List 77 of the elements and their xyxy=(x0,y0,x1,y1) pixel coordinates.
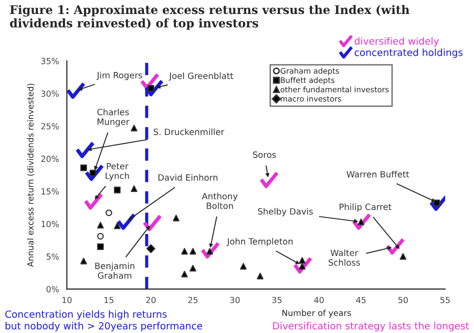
point xyxy=(84,164,104,181)
point xyxy=(190,264,196,272)
annotation: John Templeton xyxy=(226,238,293,246)
annotation: Anthony Bolton xyxy=(202,192,238,210)
annotation: Philip Carret xyxy=(340,203,392,212)
x-tick-label: 20 xyxy=(146,296,156,304)
annotation: Charles Munger xyxy=(97,108,130,127)
point xyxy=(80,258,87,264)
x-tick-label: 50 xyxy=(398,296,408,304)
annotation: Benjamin Graham xyxy=(95,262,134,279)
point xyxy=(298,262,306,270)
point xyxy=(206,248,214,255)
y-tick-label: 0% xyxy=(46,286,59,292)
point xyxy=(181,270,188,278)
annotation: Walter Schloss xyxy=(328,249,360,266)
point xyxy=(181,248,188,255)
point xyxy=(114,222,121,230)
point xyxy=(90,170,96,176)
point xyxy=(352,212,372,230)
legend-label: concentrated holdings xyxy=(354,48,463,58)
point xyxy=(146,244,156,254)
y-tick-label: 20% xyxy=(41,156,59,162)
x-axis-title: Number of years xyxy=(282,310,351,318)
y-tick-label: 30% xyxy=(41,90,59,97)
point xyxy=(400,253,406,260)
point xyxy=(172,214,180,222)
x-tick-label: 55 xyxy=(440,296,450,304)
annotation: Soros xyxy=(253,151,276,158)
x-tick-label: 45 xyxy=(356,296,366,304)
x-tick-label: 35 xyxy=(272,296,282,304)
point xyxy=(386,238,405,255)
point xyxy=(144,79,164,96)
point xyxy=(106,209,112,216)
y-axis-title: Annual excess return (dividends reinvested) xyxy=(27,84,34,267)
point xyxy=(130,124,138,132)
point xyxy=(148,84,154,92)
text: Concentration yields high returns but nobody with > 20years performance xyxy=(5,310,202,332)
point xyxy=(130,185,138,192)
y-tick-label: 10% xyxy=(42,220,59,228)
point xyxy=(66,82,86,99)
point xyxy=(298,257,306,264)
x-tick-label: 15 xyxy=(104,296,114,304)
point xyxy=(256,272,264,280)
text: Diversification strategy lasts the longest xyxy=(273,322,470,332)
point xyxy=(293,256,312,274)
point xyxy=(190,248,196,255)
annotation: Joel Greenblatt xyxy=(168,72,234,81)
x-tick-label: 10 xyxy=(62,296,72,304)
point xyxy=(358,218,364,226)
point xyxy=(84,192,104,210)
y-tick-label: 35% xyxy=(41,58,59,64)
point xyxy=(259,171,279,188)
annotation: S. Druckenmiller xyxy=(154,128,224,136)
annotation: Warren Buffett xyxy=(346,170,410,178)
point xyxy=(200,241,220,258)
x-tick-label: 25 xyxy=(188,296,198,304)
chart-title: Figure 1: Approximate excess returns versus the Index (with dividends reinvested) of top investors xyxy=(10,4,410,30)
annotation: Jim Rogers xyxy=(96,72,142,80)
annotation: Peter Lynch xyxy=(106,163,129,181)
x-tick-label: 40 xyxy=(314,296,324,304)
point xyxy=(80,164,87,172)
point xyxy=(97,232,104,240)
point xyxy=(114,186,121,194)
point xyxy=(97,243,104,250)
y-tick-label: 15% xyxy=(42,188,59,195)
point xyxy=(142,214,162,232)
point xyxy=(97,222,104,229)
point xyxy=(75,141,95,158)
legend-label: diversified widely xyxy=(354,37,439,47)
x-tick-label: 30 xyxy=(230,296,240,304)
point xyxy=(240,262,247,270)
y-tick-label: 25% xyxy=(41,123,59,130)
annotation: Shelby Davis xyxy=(258,208,313,216)
point xyxy=(433,200,440,206)
point xyxy=(116,212,136,230)
annotation: David Einhorn xyxy=(158,174,218,181)
y-tick-label: 5% xyxy=(46,253,59,260)
